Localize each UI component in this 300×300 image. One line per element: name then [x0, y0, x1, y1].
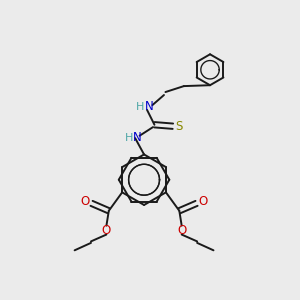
- Text: H: H: [136, 102, 145, 112]
- Text: H: H: [124, 133, 133, 142]
- Text: O: O: [199, 195, 208, 208]
- Text: O: O: [101, 224, 110, 238]
- Text: N: N: [133, 131, 142, 144]
- Text: S: S: [176, 120, 183, 133]
- Text: O: O: [178, 224, 187, 238]
- Text: N: N: [145, 100, 154, 113]
- Text: O: O: [80, 195, 90, 208]
